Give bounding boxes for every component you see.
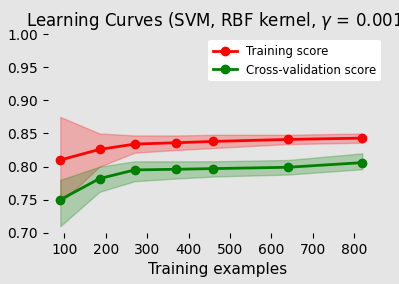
Training score (211, 140, 216, 143)
Cross-validation score (360, 161, 365, 164)
Y-axis label: Score: Score (0, 112, 2, 155)
Cross-validation score (97, 177, 102, 180)
Cross-validation score (58, 198, 63, 201)
Cross-validation score (285, 166, 290, 169)
Training score (174, 141, 178, 145)
Cross-validation score (132, 168, 137, 172)
Line: Training score: Training score (56, 134, 366, 164)
X-axis label: Training examples: Training examples (148, 262, 287, 277)
Training score (132, 142, 137, 146)
Training score (285, 138, 290, 141)
Training score (360, 136, 365, 140)
Title: Learning Curves (SVM, RBF kernel, $\gamma$ = 0.001): Learning Curves (SVM, RBF kernel, $\gamm… (26, 10, 399, 32)
Legend: Training score, Cross-validation score: Training score, Cross-validation score (208, 40, 381, 81)
Training score (97, 148, 102, 151)
Cross-validation score (211, 167, 216, 170)
Training score (58, 158, 63, 162)
Line: Cross-validation score: Cross-validation score (56, 158, 366, 204)
Cross-validation score (174, 168, 178, 171)
